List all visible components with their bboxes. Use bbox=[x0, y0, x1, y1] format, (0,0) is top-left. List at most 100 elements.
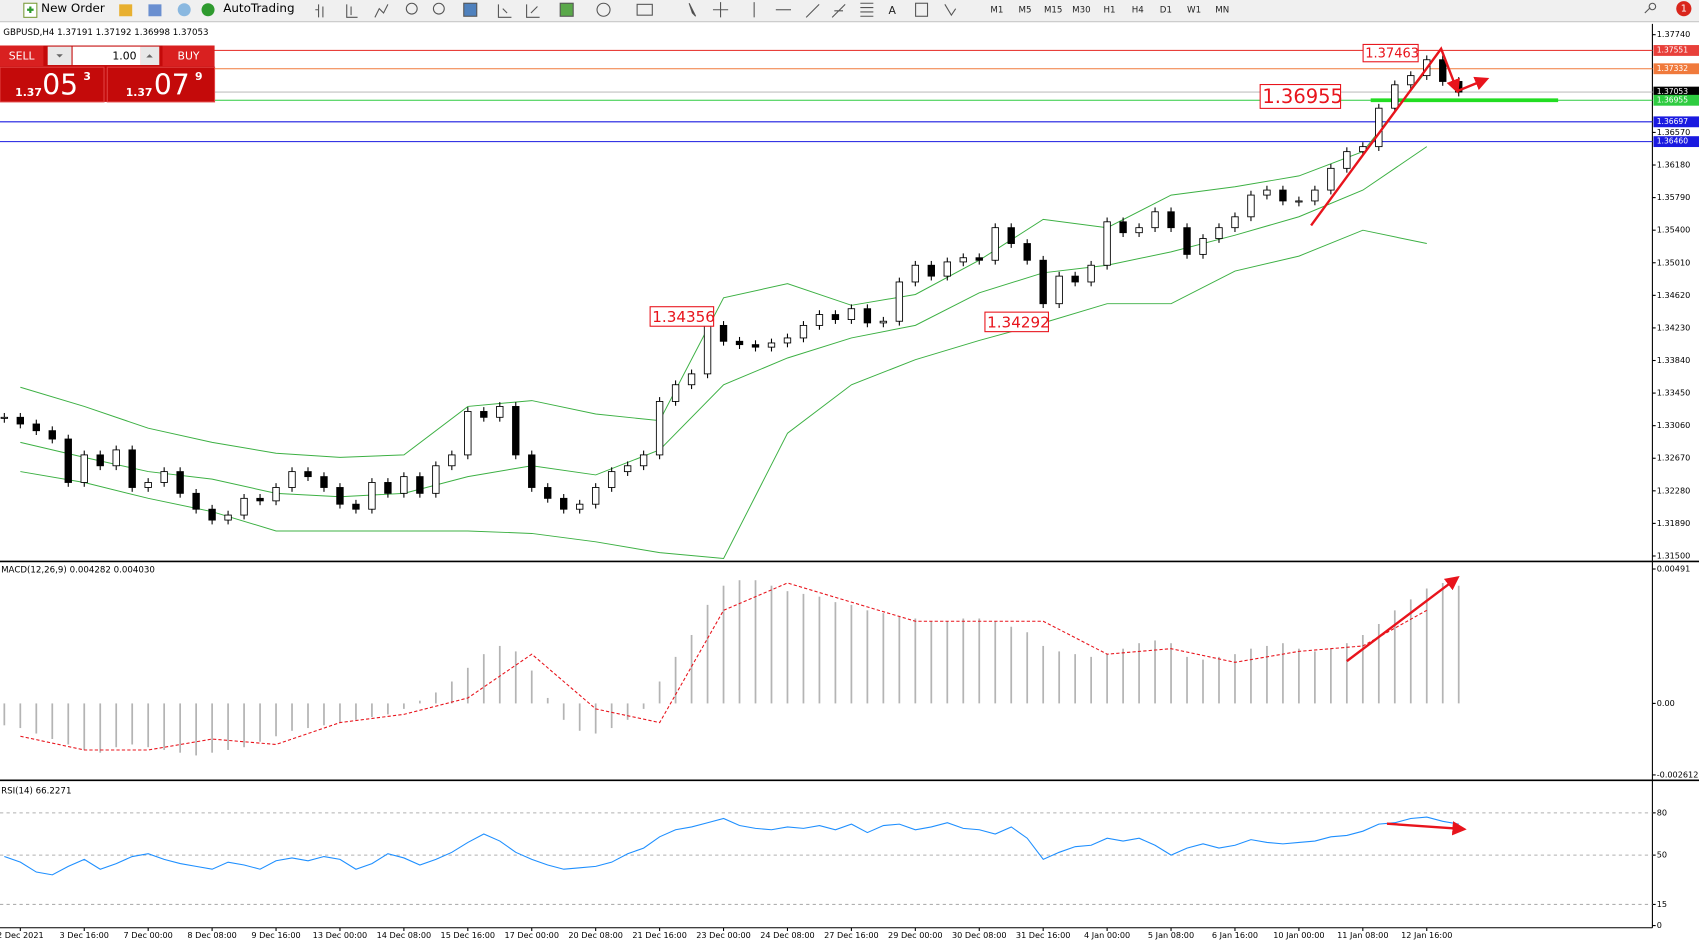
y-tick-label: 0.00491 bbox=[1657, 564, 1691, 574]
x-tick-label: 8 Dec 08:00 bbox=[187, 930, 236, 940]
annotation-text: 1.37463 bbox=[1365, 47, 1419, 62]
annotation-box bbox=[649, 306, 715, 327]
y-tick-label: 1.35010 bbox=[1657, 257, 1691, 267]
x-tick-label: 21 Dec 16:00 bbox=[632, 930, 687, 940]
candle-body bbox=[496, 406, 504, 418]
y-tick-label: 15 bbox=[1657, 899, 1667, 909]
buy-price-box[interactable] bbox=[106, 66, 216, 103]
candle-body bbox=[256, 497, 264, 502]
candle-body bbox=[1439, 59, 1447, 82]
new-order-button[interactable]: New Order bbox=[23, 1, 105, 18]
candle-body bbox=[767, 342, 776, 348]
x-tick-label: 15 Dec 16:00 bbox=[441, 930, 496, 940]
y-tick-label: 0.00 bbox=[1657, 698, 1675, 708]
x-tick-label: 6 Jan 16:00 bbox=[1212, 930, 1258, 940]
candle-body bbox=[64, 438, 72, 483]
timeframe-button[interactable]: H1 bbox=[1104, 5, 1116, 15]
new-order-label: New Order bbox=[41, 1, 105, 15]
price-level-tag bbox=[1653, 63, 1699, 75]
order-panel: SELL 1.00 BUY 1.37 05 3 1.37 07 9 bbox=[0, 45, 216, 103]
candle-body bbox=[192, 492, 200, 510]
candle-body bbox=[1151, 211, 1159, 229]
x-tick-label: 11 Jan 08:00 bbox=[1337, 930, 1388, 940]
candle-body bbox=[1247, 194, 1255, 218]
candle-body bbox=[1375, 107, 1383, 148]
candle-body bbox=[432, 465, 440, 494]
y-tick-label: 1.35790 bbox=[1657, 192, 1691, 202]
svg-text:A: A bbox=[889, 4, 897, 17]
lots-input[interactable] bbox=[72, 46, 141, 66]
candle-body bbox=[336, 487, 344, 505]
buy-label: BUY bbox=[178, 49, 200, 62]
timeframe-button[interactable]: W1 bbox=[1187, 5, 1201, 15]
candle-body bbox=[1231, 216, 1239, 229]
sell-button[interactable] bbox=[0, 45, 44, 67]
sell-price-box[interactable] bbox=[0, 66, 105, 103]
buy-button[interactable] bbox=[162, 45, 215, 67]
candle-body bbox=[176, 471, 184, 494]
candle-body bbox=[0, 416, 9, 419]
drawn-arrows bbox=[1310, 46, 1490, 836]
timeframe-button[interactable]: MN bbox=[1215, 5, 1229, 15]
bollinger-band bbox=[20, 229, 1427, 560]
sell-price-point: 3 bbox=[83, 70, 91, 83]
bollinger-band bbox=[20, 70, 1428, 458]
annotation-box bbox=[1362, 43, 1419, 63]
annotation-text: 1.34292 bbox=[987, 313, 1050, 331]
candle-body bbox=[240, 497, 248, 516]
rsi-line bbox=[4, 816, 1459, 876]
toolbar-icon[interactable] bbox=[177, 3, 191, 17]
candle-body bbox=[1295, 200, 1303, 203]
timeframe-button[interactable]: M5 bbox=[1019, 5, 1032, 15]
price-level-label: 1.37053 bbox=[1657, 87, 1689, 96]
timeframe-button[interactable]: M15 bbox=[1044, 5, 1062, 15]
candle-body bbox=[895, 281, 904, 322]
timeframe-bar: M1 M5 M15 M30 H1 H4 D1 W1 MN bbox=[990, 5, 1229, 15]
y-tick-label: 1.34230 bbox=[1657, 322, 1691, 332]
candle-body bbox=[591, 487, 600, 505]
toolbar-icons[interactable]: A bbox=[315, 2, 1657, 18]
candle-body bbox=[304, 471, 312, 478]
x-tick-label: 14 Dec 08:00 bbox=[377, 930, 432, 940]
candle-body bbox=[1391, 84, 1399, 109]
x-tick-label: 12 Jan 16:00 bbox=[1401, 930, 1452, 940]
candle-body bbox=[48, 430, 56, 440]
candle-body bbox=[1215, 227, 1223, 239]
candle-body bbox=[96, 454, 104, 467]
x-tick-label: 20 Dec 08:00 bbox=[568, 930, 623, 940]
candle-body bbox=[112, 449, 120, 467]
x-tick-label: 2 Dec 2021 bbox=[0, 930, 44, 940]
candle-body bbox=[272, 487, 280, 502]
candle-body bbox=[1135, 227, 1143, 234]
y-tick-label: 1.36180 bbox=[1657, 160, 1691, 170]
candle-body bbox=[1343, 151, 1351, 169]
autotrading-button[interactable]: AutoTrading bbox=[201, 1, 295, 17]
y-tick-label: 1.36570 bbox=[1657, 127, 1691, 137]
candle-body bbox=[1199, 238, 1207, 255]
annotation-box bbox=[1259, 83, 1342, 109]
candle-body bbox=[208, 508, 216, 521]
y-tick-label: 0 bbox=[1657, 920, 1662, 930]
candle-body bbox=[927, 264, 935, 277]
timeframe-button[interactable]: D1 bbox=[1160, 5, 1172, 15]
autotrading-label: AutoTrading bbox=[223, 1, 294, 15]
timeframe-button[interactable]: M30 bbox=[1072, 5, 1090, 15]
candle-body bbox=[1183, 227, 1191, 255]
x-tick-label: 13 Dec 00:00 bbox=[313, 930, 368, 940]
candle-body bbox=[815, 314, 824, 326]
candle-body bbox=[1103, 221, 1111, 266]
candle-body bbox=[1407, 75, 1415, 86]
candle-body bbox=[464, 411, 472, 456]
toolbar bbox=[0, 0, 1699, 22]
timeframe-button[interactable]: M1 bbox=[990, 5, 1003, 15]
candle-body bbox=[1071, 275, 1079, 283]
toolbar-icon[interactable] bbox=[119, 4, 133, 17]
toolbar-icon[interactable] bbox=[148, 4, 162, 17]
price-level-label: 1.36955 bbox=[1657, 95, 1689, 104]
candle-body bbox=[1119, 221, 1127, 234]
timeframe-button[interactable]: H4 bbox=[1132, 5, 1145, 15]
notification-badge[interactable] bbox=[1676, 1, 1692, 17]
y-tick-label: 1.33060 bbox=[1657, 420, 1691, 430]
y-tick-label: -0.002612 bbox=[1657, 769, 1699, 779]
